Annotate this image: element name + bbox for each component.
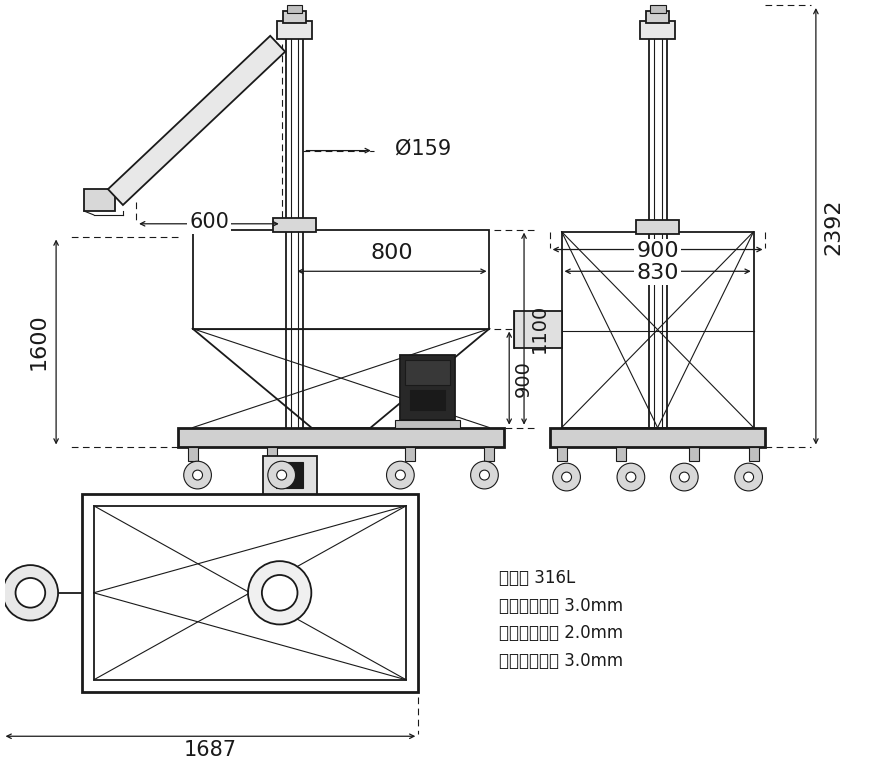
Bar <box>557 447 566 461</box>
Circle shape <box>562 472 571 482</box>
Bar <box>276 462 303 488</box>
Circle shape <box>192 471 203 480</box>
Bar <box>562 231 753 428</box>
Text: 1687: 1687 <box>184 740 237 760</box>
Text: 900: 900 <box>637 241 679 262</box>
Bar <box>263 456 317 494</box>
Polygon shape <box>108 36 285 205</box>
Text: 螺旋叶片厚： 3.0mm: 螺旋叶片厚： 3.0mm <box>499 652 624 670</box>
Circle shape <box>480 471 490 480</box>
Text: 800: 800 <box>371 244 413 263</box>
Text: 螺旋管壁厚： 3.0mm: 螺旋管壁厚： 3.0mm <box>499 597 624 615</box>
Circle shape <box>553 464 580 491</box>
Bar <box>192 230 490 329</box>
Circle shape <box>3 565 58 621</box>
Circle shape <box>679 472 689 482</box>
Bar <box>273 218 316 231</box>
Bar <box>645 11 670 23</box>
Bar <box>187 447 198 461</box>
Bar <box>550 428 766 447</box>
Text: 储料仓板厚： 2.0mm: 储料仓板厚： 2.0mm <box>499 624 624 643</box>
Circle shape <box>16 578 45 608</box>
Bar <box>640 21 675 39</box>
Circle shape <box>470 461 498 489</box>
Circle shape <box>671 464 699 491</box>
Bar <box>405 361 449 385</box>
Text: Ø159: Ø159 <box>395 139 451 159</box>
Text: 600: 600 <box>189 212 229 232</box>
Text: 2392: 2392 <box>824 198 844 255</box>
Bar <box>748 447 759 461</box>
Bar <box>267 447 277 461</box>
Bar <box>287 5 302 13</box>
Circle shape <box>387 461 415 489</box>
Circle shape <box>617 464 645 491</box>
Text: 1600: 1600 <box>28 314 48 370</box>
Bar <box>636 220 679 234</box>
Text: 1100: 1100 <box>530 304 550 354</box>
Circle shape <box>626 472 636 482</box>
Circle shape <box>395 471 405 480</box>
Text: 材质： 316L: 材质： 316L <box>499 569 576 587</box>
Bar <box>410 390 445 410</box>
Circle shape <box>277 471 287 480</box>
Text: 900: 900 <box>514 360 532 397</box>
Bar <box>82 494 418 692</box>
Bar <box>405 447 415 461</box>
Circle shape <box>735 464 762 491</box>
Circle shape <box>267 461 295 489</box>
Circle shape <box>744 472 753 482</box>
Circle shape <box>248 561 311 625</box>
Bar <box>178 428 504 447</box>
Bar <box>94 506 406 680</box>
Bar <box>689 447 699 461</box>
Bar <box>514 311 562 348</box>
Bar <box>84 189 116 211</box>
Circle shape <box>184 461 212 489</box>
Bar <box>283 11 307 23</box>
Bar <box>650 5 665 13</box>
Bar <box>395 420 460 428</box>
Text: 830: 830 <box>637 263 679 284</box>
Bar <box>401 355 455 420</box>
Bar <box>616 447 626 461</box>
Bar <box>277 21 313 39</box>
Bar <box>484 447 495 461</box>
Circle shape <box>262 575 298 611</box>
